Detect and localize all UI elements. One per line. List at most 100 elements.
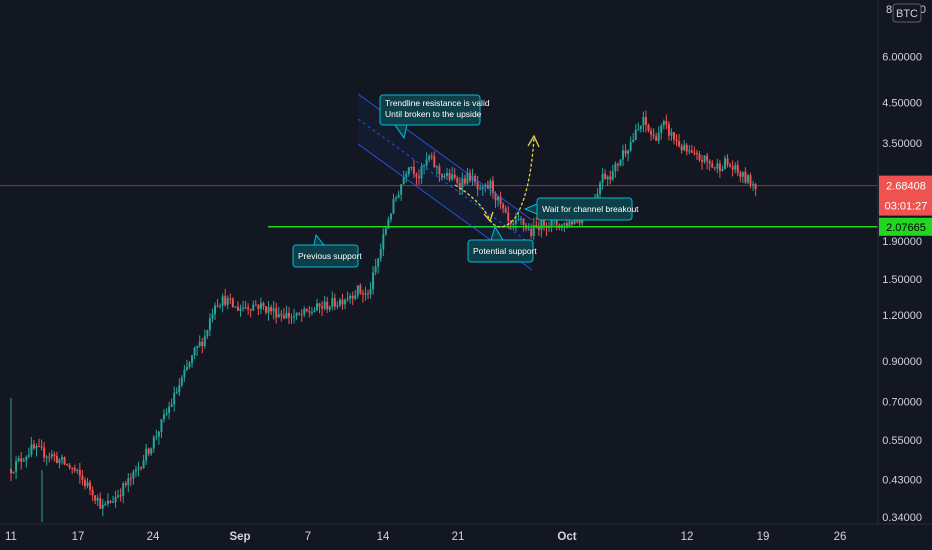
candle-body [254, 304, 257, 306]
candle-down [453, 168, 456, 180]
candle-body [418, 176, 420, 179]
candle-up [428, 154, 431, 163]
candle-up [703, 155, 706, 164]
candle-down [99, 492, 102, 510]
candle-body [675, 139, 678, 142]
candle-body [45, 456, 48, 458]
candle-down [262, 301, 265, 310]
candle-body [367, 293, 369, 295]
candle-down [463, 174, 466, 186]
candle-body [632, 139, 635, 142]
price-tick-label: 0.70000 [882, 396, 922, 408]
current-price-label: 2.68408 [886, 181, 926, 193]
candle-down [418, 169, 420, 186]
candle-body [708, 161, 711, 164]
candle-body [609, 176, 612, 180]
candle-down [665, 114, 668, 130]
candle-up [614, 161, 617, 178]
candle-body [55, 455, 58, 463]
candle-body [599, 183, 602, 194]
candle-up [402, 171, 405, 185]
currency-badge[interactable]: BTC [892, 3, 922, 23]
candle-body [61, 457, 63, 460]
candle-up [106, 493, 109, 507]
candle-up [374, 258, 377, 276]
potential-support-callout[interactable]: Potential support [467, 225, 537, 263]
candle-up [50, 450, 53, 460]
candle-body [173, 392, 176, 405]
candle-body [30, 444, 33, 455]
candle-up [252, 300, 255, 312]
candle-down [718, 159, 721, 178]
candle-up [461, 172, 464, 195]
candle-body [341, 299, 344, 305]
candle-body [43, 447, 46, 458]
candle-body [157, 431, 160, 437]
previous-support-callout[interactable]: Previous support [292, 233, 362, 268]
candle-down [680, 143, 683, 154]
candle-body [96, 498, 99, 501]
candle-body [101, 504, 104, 509]
candle-body [369, 289, 372, 294]
candle-body [22, 460, 25, 462]
candle-up [193, 346, 196, 360]
callout-box [379, 94, 481, 126]
candle-body [122, 483, 125, 496]
candle-body [601, 173, 604, 184]
candle-up [185, 359, 188, 372]
candle-down [32, 440, 35, 450]
candle-up [443, 173, 446, 180]
candle-body [83, 479, 86, 487]
callout-text: Previous support [298, 251, 362, 261]
candle-up [466, 167, 469, 186]
plot-area[interactable] [0, 110, 878, 522]
candle-body [504, 208, 507, 213]
candle-up [599, 180, 602, 198]
candle-body [565, 223, 568, 227]
candle-body [507, 212, 510, 222]
candle-body [219, 305, 222, 307]
candle-down [351, 291, 354, 305]
candle-down [729, 162, 732, 168]
candle-body [73, 467, 76, 471]
candle-body [300, 314, 303, 316]
candle-body [208, 318, 211, 331]
candle-body [224, 296, 227, 305]
candle-down [469, 168, 471, 183]
candle-body [542, 216, 545, 226]
candle-body [430, 155, 433, 157]
candle-down [78, 463, 81, 484]
candle-down [83, 477, 86, 490]
candle-body [514, 220, 517, 224]
candle-body [78, 469, 81, 476]
candle-body [50, 454, 53, 457]
candle-up [165, 408, 168, 417]
candle-body [71, 467, 74, 469]
candle-up [285, 305, 288, 319]
candle-down [305, 308, 308, 313]
candle-body [392, 198, 395, 214]
channel-breakout-callout[interactable]: Wait for channel breakout [523, 197, 639, 221]
candle-body [270, 307, 273, 312]
candle-body [741, 171, 744, 177]
candle-body [693, 152, 696, 154]
candle-body [285, 312, 288, 319]
candle-up [606, 175, 609, 187]
candle-down [265, 305, 267, 315]
callout-text: Trendline resistance is valid [385, 98, 490, 108]
candle-down [20, 451, 23, 470]
candle-down [321, 300, 324, 317]
candle-body [170, 404, 173, 407]
candle-up [272, 300, 275, 320]
candle-body [433, 156, 436, 168]
candle-up [379, 243, 382, 262]
price-tick-label-partial: 0 [920, 4, 926, 16]
candle-body [185, 366, 188, 370]
candle-up [142, 454, 145, 469]
candle-body [481, 186, 484, 189]
candle-body [321, 306, 324, 309]
candle-up [356, 285, 359, 299]
